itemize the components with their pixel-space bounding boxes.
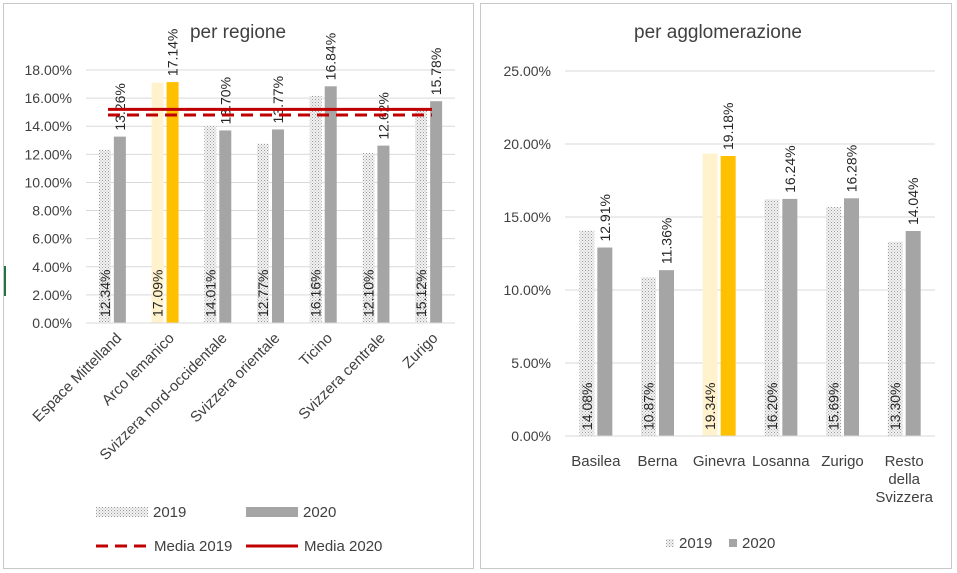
bar-svizzera-orientale-2019: [257, 143, 269, 323]
y-tick-label: 0.00%: [511, 428, 551, 444]
data-label-ginevra-2019: 19.34%: [702, 383, 718, 430]
bar-svizzera-nord-occidentale-2020: [219, 130, 232, 323]
legend-swatch-2020: [246, 507, 298, 517]
data-label-zurigo-2019: 15.12%: [413, 270, 429, 317]
y-tick-label: 0.00%: [32, 315, 72, 331]
bar-ginevra-2020: [720, 155, 736, 437]
bar-losanna-2020: [782, 198, 798, 436]
data-label-arco-lemanico-2020: 17.14%: [165, 29, 181, 76]
bar-zurigo-2019: [826, 206, 841, 436]
bar-losanna-2019: [764, 199, 780, 436]
bar-basilea-2019: [579, 230, 595, 436]
chart-per-agglomerazione: per agglomerazione 0.00% 5.00% 10.00% 15.00%…: [504, 22, 935, 552]
y-tick-label: 16.00%: [25, 90, 72, 106]
bar-resto-della-svizzera-2020: [905, 231, 921, 436]
x-tick-label-berna: Berna: [637, 453, 678, 470]
x-tick-label-svizzera-orientale: Svizzera orientale: [187, 330, 283, 426]
legend: 2019 2020 Media 2019 Media 2020: [96, 504, 382, 555]
y-tick-label: 15.00%: [504, 209, 551, 225]
data-label-basilea-2019: 14.08%: [579, 383, 595, 430]
data-label-berna-2019: 10.87%: [641, 383, 657, 430]
data-label-espace-mittelland-2020: 13.26%: [112, 83, 128, 130]
data-label-svizzera-nord-occidentale-2019: 14.01%: [202, 270, 218, 317]
bar-espace-mittelland-2020: [113, 136, 126, 323]
data-label-zurigo-2020: 15.78%: [428, 48, 444, 95]
data-label-losanna-2019: 16.20%: [764, 383, 780, 430]
data-label-resto-della-svizzera-2019: 13.30%: [887, 383, 903, 430]
y-tick-label: 6.00%: [32, 231, 72, 247]
bar-berna-2020: [659, 270, 674, 436]
legend-label-media-2020: Media 2020: [304, 538, 382, 555]
bar-zurigo-2019: [415, 110, 428, 323]
chart-title: per agglomerazione: [634, 22, 802, 43]
legend-label-2019: 2019: [679, 535, 712, 552]
selection-edge-marker: [4, 266, 6, 296]
data-label-ticino-2019: 16.16%: [308, 270, 324, 317]
data-label-arco-lemanico-2019: 17.09%: [150, 270, 166, 317]
data-label-svizzera-orientale-2019: 12.77%: [255, 270, 271, 317]
x-tick-label-basilea: Basilea: [571, 453, 621, 470]
y-tick-label: 2.00%: [32, 287, 72, 303]
bar-svizzera-centrale-2019: [362, 152, 375, 323]
chart-title: per regione: [190, 22, 286, 43]
data-label-basilea-2020: 12.91%: [597, 194, 613, 241]
y-tick-label: 14.00%: [25, 118, 72, 134]
y-tick-label: 5.00%: [511, 355, 551, 371]
bar-espace-mittelland-2019: [98, 149, 111, 323]
x-tick-label-zurigo: Zurigo: [399, 330, 441, 372]
legend: 2019 2020: [666, 535, 775, 552]
bar-ginevra-2019: [702, 153, 718, 437]
y-tick-label: 12.00%: [25, 146, 72, 162]
y-tick-label: 10.00%: [25, 174, 72, 190]
legend-label-media-2019: Media 2019: [154, 538, 232, 555]
data-label-zurigo-2020: 16.28%: [844, 145, 860, 192]
y-tick-label: 25.00%: [504, 63, 551, 79]
data-label-svizzera-centrale-2019: 12.10%: [360, 270, 376, 317]
legend-label-2020: 2020: [742, 535, 775, 552]
y-tick-label: 4.00%: [32, 259, 72, 275]
chart-per-regione: per regione 0.00% 2.00% 4.00% 6.00% 8.00% 10.0…: [25, 22, 455, 555]
bar-basilea-2020: [597, 247, 613, 436]
bar-svizzera-centrale-2020: [377, 145, 390, 323]
data-label-zurigo-2019: 15.69%: [826, 383, 842, 430]
data-label-losanna-2020: 16.24%: [782, 145, 798, 192]
bar-svizzera-nord-occidentale-2019: [204, 126, 217, 323]
y-tick-label: 20.00%: [504, 136, 551, 152]
legend-swatch-2019: [96, 507, 148, 517]
legend-swatch-2019: [666, 539, 674, 547]
bar-ticino-2020: [324, 86, 337, 323]
data-label-berna-2020: 11.36%: [659, 218, 675, 264]
data-label-svizzera-orientale-2020: 13.77%: [270, 76, 286, 123]
bar-zurigo-2020: [844, 198, 859, 436]
x-tick-label-ticino: Ticino: [296, 330, 336, 370]
data-label-espace-mittelland-2019: 12.34%: [97, 270, 113, 317]
bar-ticino-2019: [309, 95, 322, 324]
bar-resto-della-svizzera-2019: [887, 241, 903, 436]
x-tick-label-espace-mittelland: Espace Mittelland: [29, 330, 125, 426]
bar-zurigo-2020: [430, 101, 443, 323]
y-tick-label: 10.00%: [504, 282, 551, 298]
data-label-svizzera-nord-occidentale-2020: 13.70%: [217, 77, 233, 124]
y-tick-label: 8.00%: [32, 203, 72, 219]
bar-arco-lemanico-2019: [151, 82, 164, 323]
legend-label-2020: 2020: [303, 504, 336, 521]
data-label-resto-della-svizzera-2020: 14.04%: [905, 178, 921, 225]
x-tick-label-zurigo: Zurigo: [821, 453, 864, 470]
legend-swatch-2020: [729, 539, 737, 547]
x-tick-label-resto-della-svizzera: Resto della Svizzera: [875, 453, 933, 506]
chart-panel-per-regione: [3, 3, 474, 569]
data-label-ginevra-2020: 19.18%: [720, 102, 736, 149]
bar-arco-lemanico-2020: [166, 82, 179, 324]
x-tick-label-ginevra: Ginevra: [693, 453, 746, 470]
x-tick-label-losanna: Losanna: [752, 453, 810, 470]
y-tick-label: 18.00%: [25, 62, 72, 78]
legend-label-2019: 2019: [153, 504, 186, 521]
bar-berna-2019: [641, 277, 656, 436]
data-label-ticino-2020: 16.84%: [323, 33, 339, 80]
bar-svizzera-orientale-2020: [272, 129, 284, 323]
